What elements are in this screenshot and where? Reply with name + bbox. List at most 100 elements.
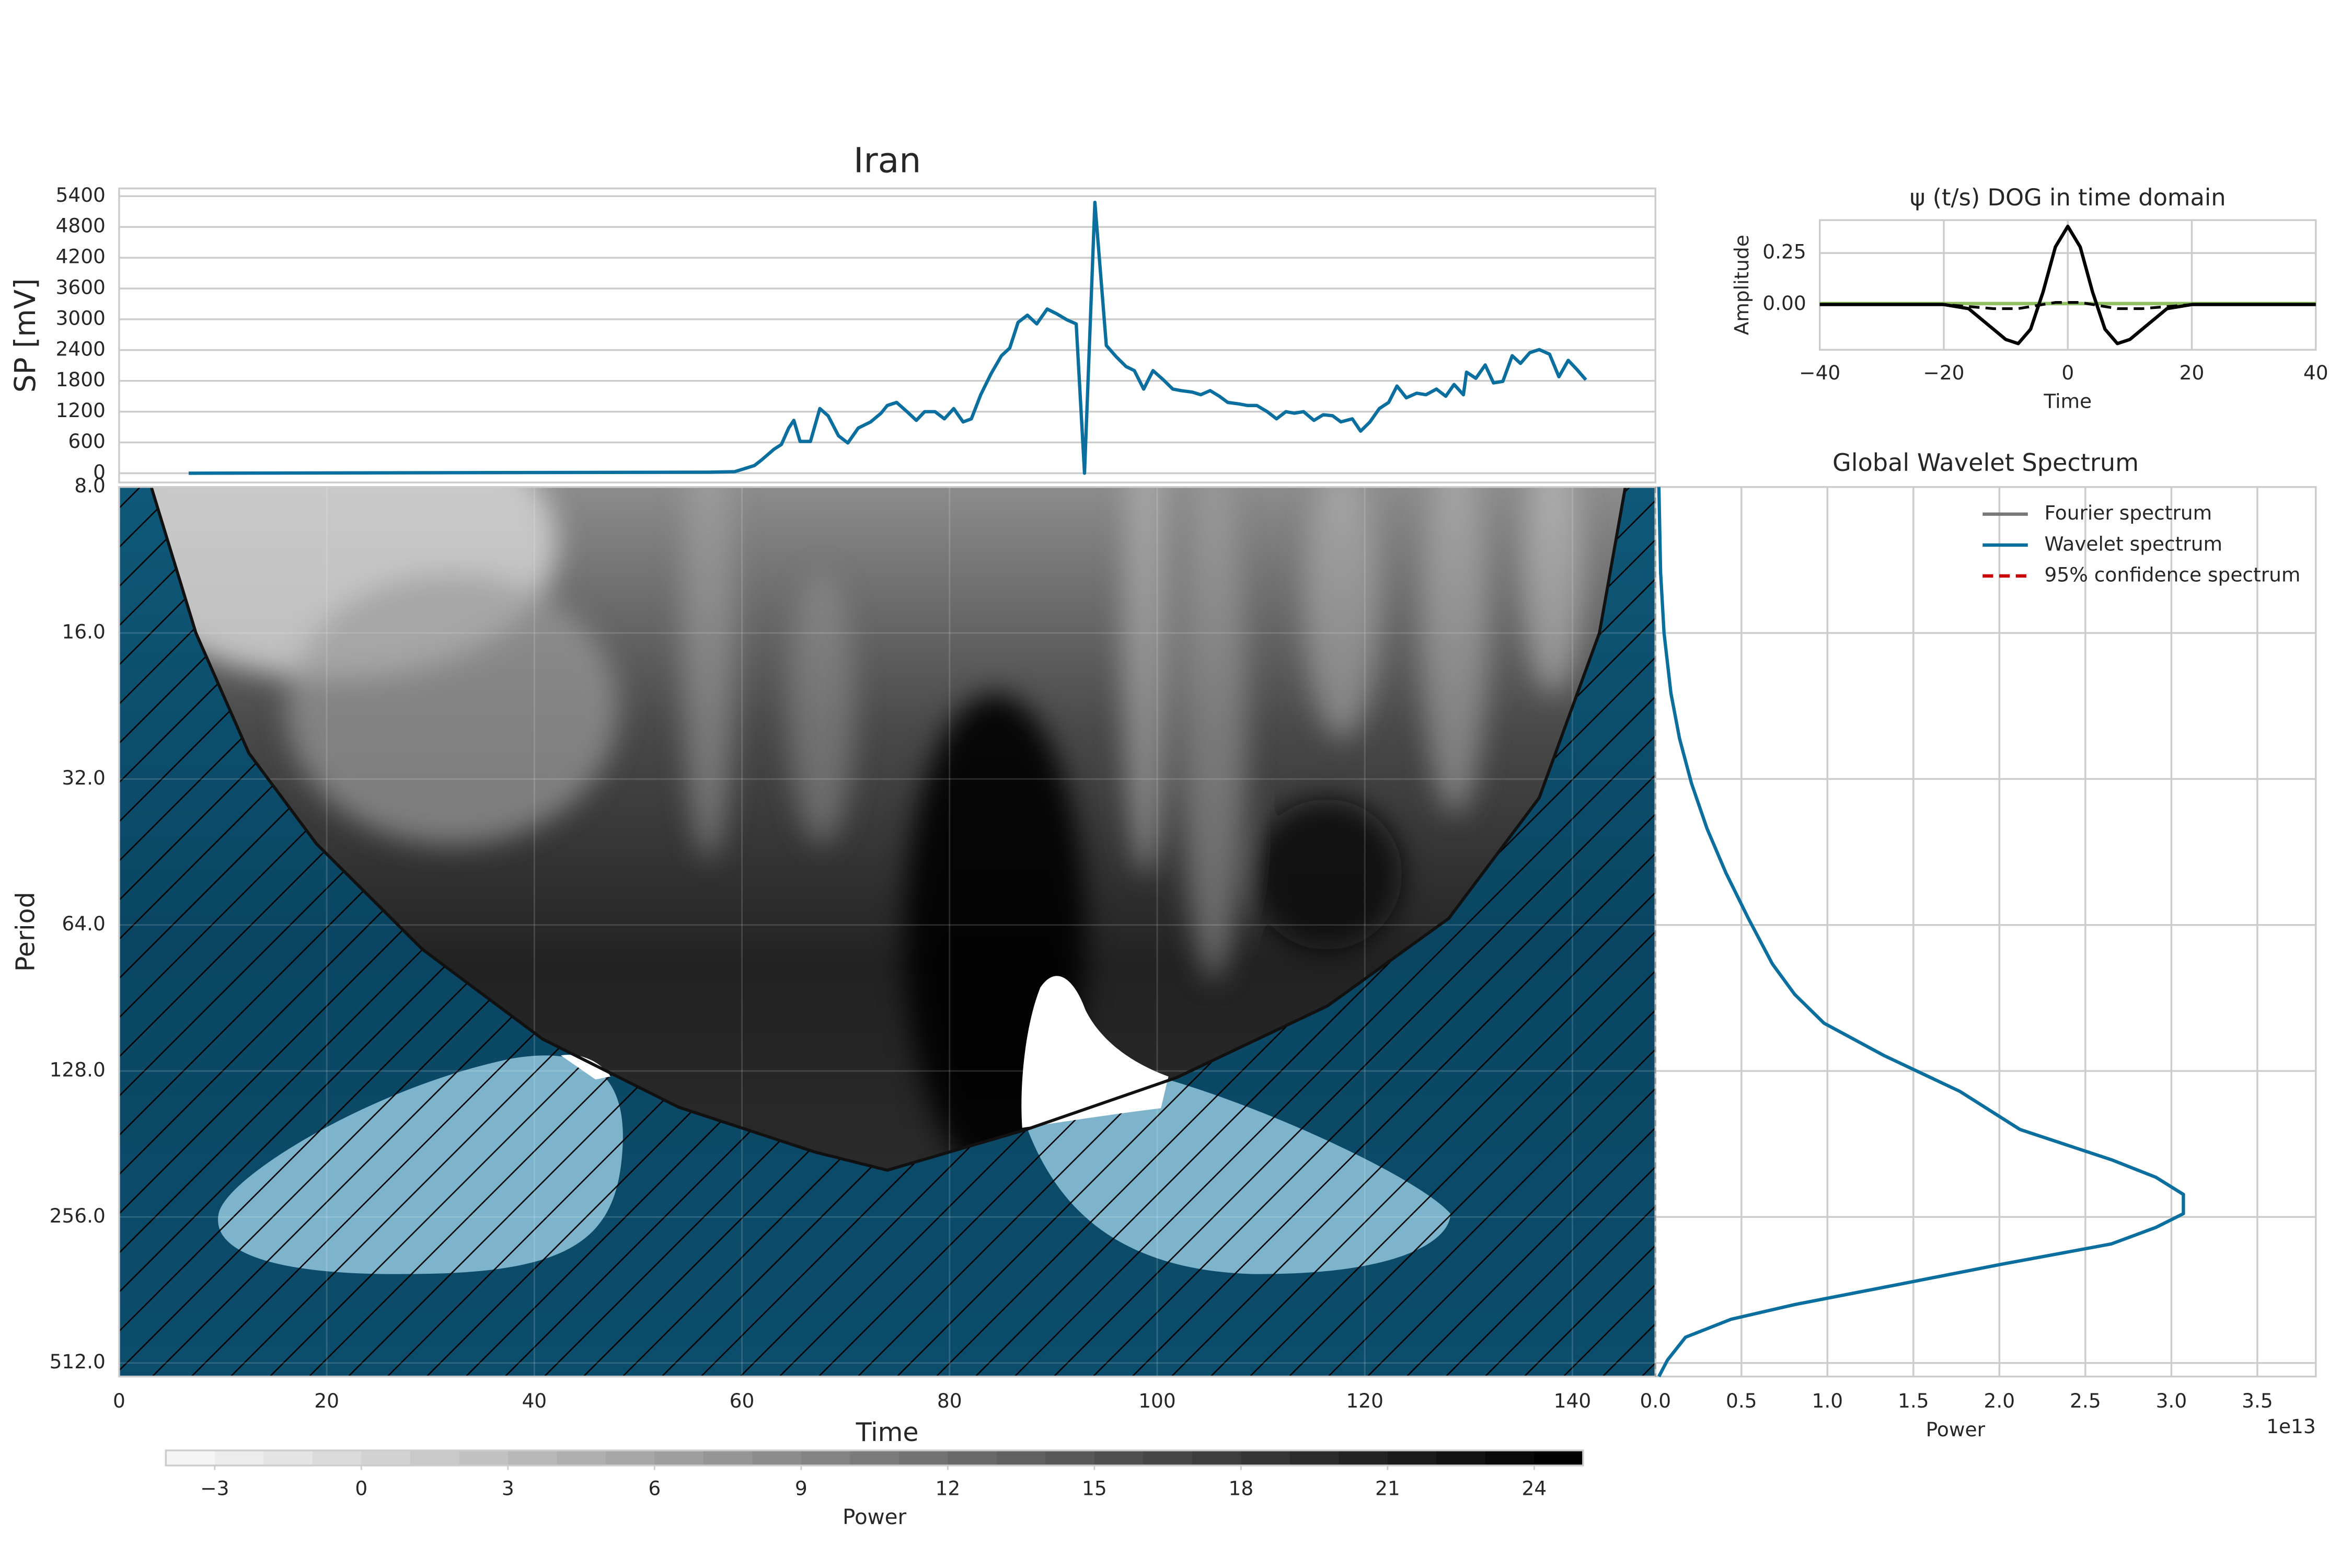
colorbar-swatch [1045, 1450, 1096, 1466]
x-tick-label: 80 [937, 1389, 962, 1412]
y-axis-label: SP [mV] [8, 278, 42, 393]
x-tick-label: 120 [1346, 1389, 1383, 1412]
colorbar-frame [165, 1449, 1584, 1467]
x-tick-label: 20 [314, 1389, 339, 1412]
colorbar-swatch [654, 1450, 705, 1466]
colorbar-tick-label: 18 [1228, 1477, 1253, 1500]
power-gap [1021, 976, 1169, 1128]
x-tick-label: 0.5 [1726, 1389, 1757, 1412]
colorbar-swatch [459, 1450, 509, 1466]
colorbar-label: Power [843, 1505, 906, 1529]
y-tick-label: 256.0 [50, 1204, 106, 1227]
y-tick-label: 32.0 [62, 766, 106, 789]
chart-layer: 060012001800240030003600420048005400Iran… [8, 140, 2328, 1529]
y-tick-label: 2400 [55, 337, 105, 360]
colorbar-swatch [801, 1450, 851, 1466]
x-offset-label: 1e13 [2266, 1415, 2316, 1438]
x-axis-label: Time [2043, 390, 2092, 413]
chart-title: Global Wavelet Spectrum [1832, 448, 2139, 477]
legend-label: 95% confidence spectrum [2045, 563, 2301, 586]
legend-label: Wavelet spectrum [2045, 532, 2223, 555]
colorbar-tick-label: 24 [1521, 1477, 1547, 1500]
series-line [188, 200, 1587, 475]
axes-frame [1819, 219, 2317, 351]
y-tick-label: 4200 [55, 245, 105, 268]
colorbar-swatch [1534, 1450, 1584, 1466]
colorbar-tick-label: 21 [1375, 1477, 1400, 1500]
wavelet-power-map [119, 487, 1656, 1377]
y-tick-label: 3600 [55, 276, 105, 299]
y-tick-label: 1800 [55, 368, 105, 391]
colorbar-swatch [361, 1450, 411, 1466]
power-streak [1304, 487, 1380, 739]
x-tick-label: −40 [1799, 361, 1840, 384]
series-line [1819, 301, 2316, 310]
x-tick-label: 40 [522, 1389, 547, 1412]
chart-title: ψ (t/s) DOG in time domain [1910, 183, 2226, 211]
colorbar-swatch [752, 1450, 802, 1466]
colorbar-swatch [1436, 1450, 1486, 1466]
x-tick-label: 100 [1138, 1389, 1176, 1412]
y-tick-label: 5400 [55, 183, 105, 206]
power-blob [286, 573, 618, 845]
colorbar-tick-label: −3 [200, 1477, 229, 1500]
colorbar-swatch [312, 1450, 362, 1466]
x-tick-label: 2.5 [2070, 1389, 2101, 1412]
y-tick-label: 600 [68, 430, 106, 453]
colorbar-swatch [214, 1450, 264, 1466]
x-axis-label: Power [1926, 1418, 1986, 1441]
x-tick-label: 1.5 [1898, 1389, 1929, 1412]
colorbar-swatch [1094, 1450, 1144, 1466]
x-axis-label: Time [856, 1417, 919, 1447]
x-tick-label: 60 [730, 1389, 755, 1412]
colorbar-swatch [263, 1450, 314, 1466]
x-tick-label: −20 [1923, 361, 1964, 384]
colorbar-swatch [703, 1450, 753, 1466]
y-tick-label: 16.0 [62, 620, 106, 643]
series-line [1819, 224, 2316, 345]
colorbar-swatch [850, 1450, 900, 1466]
x-tick-label: 1.0 [1812, 1389, 1843, 1412]
y-tick-label: 0.00 [1762, 292, 1806, 315]
x-tick-label: 0 [2061, 361, 2074, 384]
colorbar-tick-label: 3 [502, 1477, 514, 1500]
colorbar-tick-label: 6 [648, 1477, 661, 1500]
y-axis-label: Period [10, 892, 40, 972]
y-tick-label: 1200 [55, 399, 105, 422]
colorbar-swatch [166, 1450, 216, 1466]
colorbar-swatch [410, 1450, 460, 1466]
power-core [1251, 799, 1402, 950]
x-tick-label: 20 [2180, 361, 2205, 384]
y-tick-label: 3000 [55, 306, 105, 329]
colorbar-swatch [605, 1450, 655, 1466]
power-streak [1180, 487, 1247, 980]
x-tick-label: 140 [1554, 1389, 1592, 1412]
y-tick-label: 512.0 [50, 1350, 106, 1373]
x-tick-label: 3.0 [2156, 1389, 2187, 1412]
colorbar-swatch [1241, 1450, 1291, 1466]
power-streak [1422, 487, 1489, 814]
x-tick-label: 40 [2303, 361, 2328, 384]
power-streak [681, 487, 736, 860]
legend-label: Fourier spectrum [2045, 501, 2212, 524]
colorbar-swatch [1192, 1450, 1242, 1466]
series-line [1657, 487, 2185, 1378]
y-tick-label: 64.0 [62, 912, 106, 935]
y-tick-label: 8.0 [74, 474, 106, 497]
colorbar-swatch [508, 1450, 558, 1466]
colorbar-tick-label: 12 [935, 1477, 960, 1500]
x-tick-label: 0 [113, 1389, 125, 1412]
x-tick-label: 2.0 [1984, 1389, 2015, 1412]
colorbar-tick-label: 9 [795, 1477, 808, 1500]
colorbar-swatch [1143, 1450, 1193, 1466]
axes-frame [118, 187, 1657, 483]
y-tick-label: 0.25 [1762, 240, 1806, 263]
power-streak [1523, 487, 1583, 694]
colorbar-swatch [996, 1450, 1046, 1466]
power-streak [1122, 487, 1170, 875]
y-tick-label: 0 [93, 460, 106, 483]
power-streak [788, 573, 855, 845]
colorbar-swatch [898, 1450, 949, 1466]
colorbar-swatch [1485, 1450, 1535, 1466]
x-tick-label: 3.5 [2242, 1389, 2273, 1412]
